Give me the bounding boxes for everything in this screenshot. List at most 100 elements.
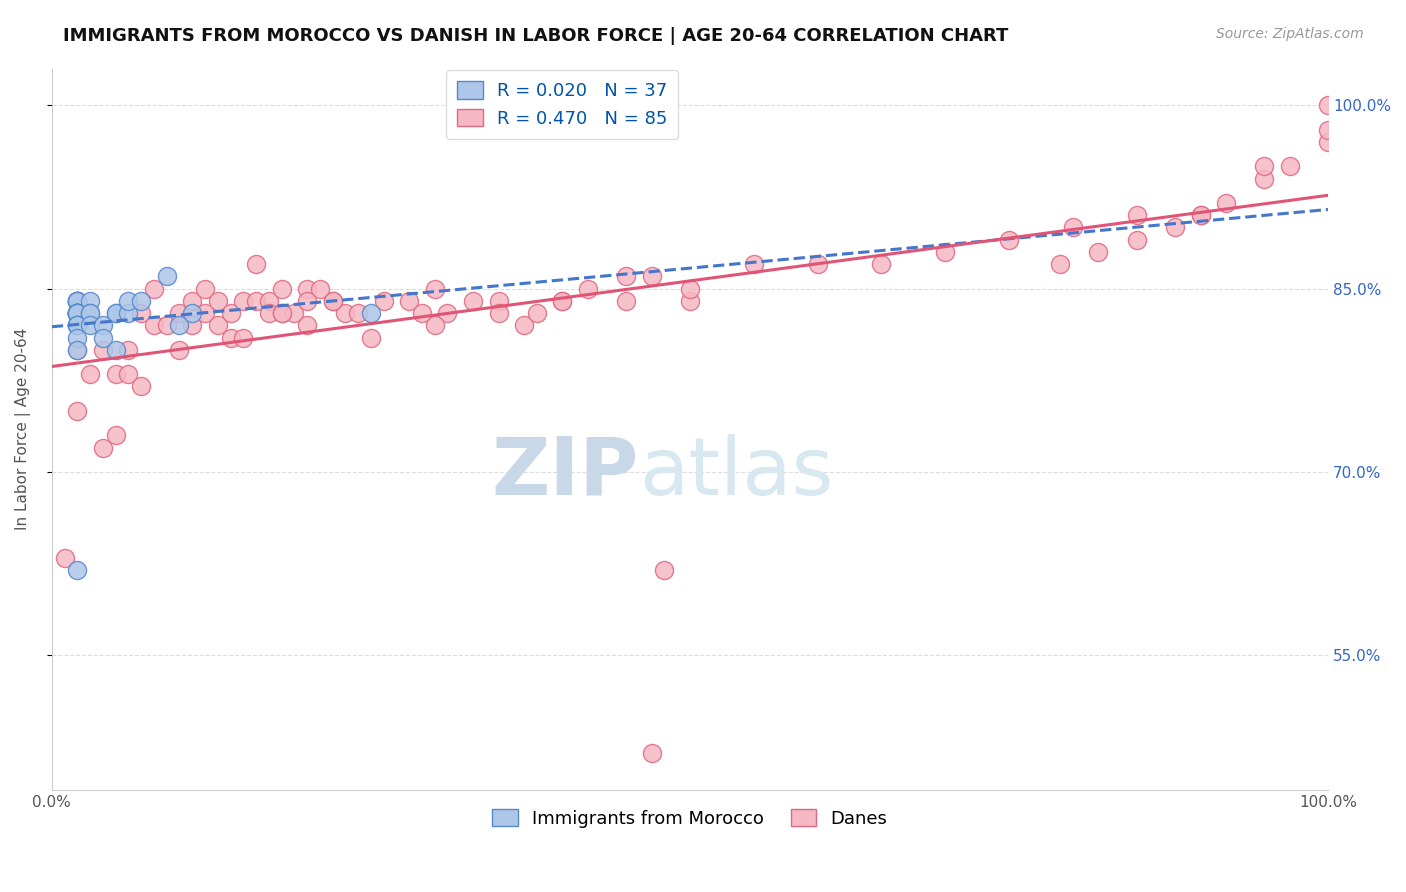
- Point: [181, 318, 204, 333]
- Point: [513, 318, 536, 333]
- Point: [104, 306, 127, 320]
- Point: [181, 306, 204, 320]
- Point: [679, 282, 702, 296]
- Point: [1049, 257, 1071, 271]
- Point: [245, 257, 267, 271]
- Point: [66, 318, 89, 333]
- Point: [1062, 220, 1084, 235]
- Point: [360, 306, 382, 320]
- Point: [322, 293, 344, 308]
- Point: [551, 293, 574, 308]
- Point: [53, 550, 76, 565]
- Point: [283, 306, 305, 320]
- Point: [66, 306, 89, 320]
- Point: [66, 293, 89, 308]
- Point: [436, 306, 458, 320]
- Point: [156, 318, 179, 333]
- Point: [104, 306, 127, 320]
- Point: [66, 318, 89, 333]
- Point: [66, 306, 89, 320]
- Point: [614, 293, 637, 308]
- Point: [270, 306, 292, 320]
- Point: [257, 306, 280, 320]
- Point: [322, 293, 344, 308]
- Point: [66, 293, 89, 308]
- Point: [207, 293, 229, 308]
- Point: [1087, 244, 1109, 259]
- Point: [641, 746, 664, 760]
- Point: [79, 293, 101, 308]
- Point: [194, 282, 217, 296]
- Point: [219, 306, 242, 320]
- Point: [335, 306, 357, 320]
- Point: [66, 330, 89, 344]
- Point: [641, 269, 664, 284]
- Point: [66, 343, 89, 357]
- Point: [1215, 196, 1237, 211]
- Point: [934, 244, 956, 259]
- Point: [66, 306, 89, 320]
- Point: [1253, 171, 1275, 186]
- Point: [117, 368, 139, 382]
- Point: [742, 257, 765, 271]
- Point: [245, 293, 267, 308]
- Point: [181, 293, 204, 308]
- Point: [79, 368, 101, 382]
- Point: [79, 306, 101, 320]
- Point: [117, 306, 139, 320]
- Point: [219, 330, 242, 344]
- Point: [66, 318, 89, 333]
- Point: [270, 282, 292, 296]
- Point: [679, 293, 702, 308]
- Point: [654, 563, 676, 577]
- Y-axis label: In Labor Force | Age 20-64: In Labor Force | Age 20-64: [15, 328, 31, 531]
- Point: [998, 233, 1021, 247]
- Point: [295, 293, 318, 308]
- Point: [807, 257, 830, 271]
- Point: [156, 269, 179, 284]
- Point: [66, 293, 89, 308]
- Point: [169, 306, 191, 320]
- Point: [1164, 220, 1187, 235]
- Point: [461, 293, 484, 308]
- Point: [66, 563, 89, 577]
- Point: [66, 293, 89, 308]
- Point: [232, 330, 254, 344]
- Text: ZIP: ZIP: [492, 434, 638, 511]
- Point: [66, 318, 89, 333]
- Point: [91, 330, 114, 344]
- Point: [104, 428, 127, 442]
- Point: [79, 318, 101, 333]
- Point: [1317, 98, 1340, 112]
- Point: [1125, 208, 1147, 222]
- Point: [232, 293, 254, 308]
- Point: [1125, 233, 1147, 247]
- Point: [870, 257, 893, 271]
- Point: [66, 306, 89, 320]
- Point: [488, 306, 510, 320]
- Legend: Immigrants from Morocco, Danes: Immigrants from Morocco, Danes: [485, 802, 894, 835]
- Point: [66, 404, 89, 418]
- Point: [423, 282, 446, 296]
- Point: [169, 343, 191, 357]
- Point: [295, 282, 318, 296]
- Text: Source: ZipAtlas.com: Source: ZipAtlas.com: [1216, 27, 1364, 41]
- Point: [1189, 208, 1212, 222]
- Point: [576, 282, 599, 296]
- Point: [129, 306, 152, 320]
- Point: [66, 306, 89, 320]
- Point: [614, 269, 637, 284]
- Point: [142, 318, 165, 333]
- Point: [347, 306, 370, 320]
- Point: [1253, 159, 1275, 173]
- Point: [66, 293, 89, 308]
- Point: [66, 343, 89, 357]
- Point: [270, 306, 292, 320]
- Point: [79, 306, 101, 320]
- Point: [526, 306, 548, 320]
- Point: [91, 318, 114, 333]
- Point: [1278, 159, 1301, 173]
- Point: [257, 293, 280, 308]
- Point: [66, 306, 89, 320]
- Point: [488, 293, 510, 308]
